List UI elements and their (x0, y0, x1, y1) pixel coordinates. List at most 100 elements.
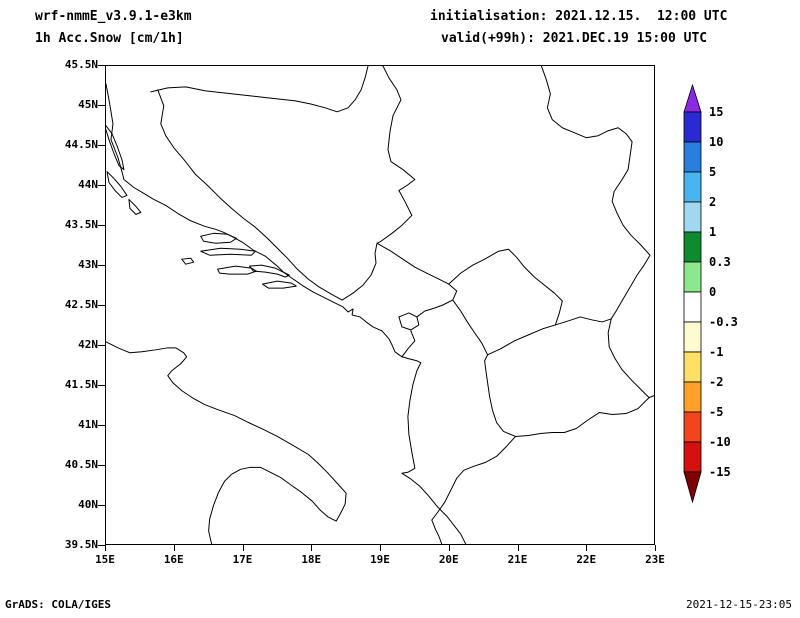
border-kosovo-macedonia (487, 324, 556, 356)
lat-tick (98, 385, 105, 386)
border-macedonia-greece (515, 397, 650, 437)
border-croatia-hungary-sava (150, 66, 369, 113)
lon-label: 23E (645, 553, 665, 566)
border-kosovo-north-east (448, 248, 563, 326)
lon-label: 15E (95, 553, 115, 566)
colorbar-label: 2 (709, 195, 716, 209)
lat-tick (98, 305, 105, 306)
island-dugi-otok (106, 171, 128, 198)
island-mljet (261, 280, 297, 289)
border-croatia-serbia (382, 66, 402, 117)
lon-label: 17E (232, 553, 253, 566)
model-title: wrf-nmmE_v3.9.1-e3km (35, 9, 192, 24)
valid-time-label: valid(+99h): 2021.DEC.19 15:00 UTC (441, 31, 708, 46)
lon-tick (311, 545, 313, 551)
border-bosnia-serbia-drina (376, 115, 416, 244)
coastline-italy (106, 341, 347, 544)
lat-label: 44N (78, 178, 98, 191)
creation-timestamp: 2021-12-15-23:05 (686, 598, 792, 611)
colorbar-label: 10 (709, 135, 723, 149)
colorbar-segment (683, 231, 702, 263)
lon-tick (173, 545, 175, 551)
lon-label: 16E (163, 553, 184, 566)
colorbar-segment (683, 201, 702, 233)
colorbar-segment (683, 171, 702, 203)
lat-label: 42N (78, 338, 98, 351)
colorbar-label: 5 (709, 165, 716, 179)
lat-tick (98, 345, 105, 346)
coastline-east-adriatic (106, 83, 467, 544)
colorbar-segment (683, 111, 702, 143)
lat-tick (98, 145, 105, 146)
colorbar-segment (683, 411, 702, 443)
snow-patch-1 (564, 90, 571, 98)
colorbar-label: -10 (709, 435, 731, 449)
colorbar-legend: 15 10 5 2 1 0.3 0 -0.3 -1 -2 -5 -10 -15 (683, 83, 753, 510)
lon-label: 18E (301, 553, 322, 566)
island-brac (200, 232, 238, 244)
lat-tick (98, 425, 105, 426)
lat-label: 41N (78, 418, 98, 431)
lon-label: 19E (370, 553, 390, 566)
colorbar-label: -0.3 (709, 315, 738, 329)
lon-tick (655, 545, 656, 551)
colorbar-segment (683, 381, 702, 413)
snow-patch-2 (549, 180, 562, 192)
lat-label: 40.5N (64, 458, 98, 471)
border-macedonia-bulgaria (607, 318, 654, 399)
lon-tick (105, 545, 106, 551)
island-vis (181, 257, 195, 265)
lat-tick (98, 465, 105, 466)
lat-tick (98, 185, 105, 186)
lat-tick (98, 505, 105, 506)
island-pag (106, 125, 125, 171)
colorbar-label: 0.3 (709, 255, 731, 269)
island-hvar (200, 247, 256, 256)
peninsula-peljesac (248, 264, 290, 278)
border-serbia-romania-bulgaria (540, 66, 651, 320)
lat-label: 44.5N (64, 138, 98, 151)
border-albania-macedonia (484, 354, 517, 437)
colorbar-segment (683, 441, 702, 473)
map-svg (106, 66, 654, 544)
island-korcula (217, 265, 257, 275)
colorbar-label: -15 (709, 465, 731, 479)
border-bosnia-montenegro (341, 242, 378, 301)
colorbar-svg: 15 10 5 2 1 0.3 0 -0.3 -1 -2 -5 -10 -15 (683, 83, 738, 504)
lat-label: 42.5N (64, 298, 98, 311)
lon-tick (242, 545, 244, 551)
product-title: 1h Acc.Snow [cm/1h] (35, 31, 184, 46)
lat-label: 40N (78, 498, 98, 511)
colorbar-segment (683, 351, 702, 383)
colorbar-arrow-up (683, 83, 702, 113)
lon-label: 20E (438, 553, 459, 566)
colorbar-segment (683, 141, 702, 173)
colorbar-segment (683, 261, 702, 293)
lat-tick (98, 225, 105, 226)
island-kornati (128, 198, 142, 215)
lon-label: 21E (507, 553, 528, 566)
lon-tick (448, 545, 450, 551)
lat-tick (98, 265, 105, 266)
colorbar-label: 15 (709, 105, 723, 119)
grads-credit: GrADS: COLA/IGES (5, 598, 111, 611)
lat-label: 43N (78, 258, 98, 271)
lon-tick (380, 545, 381, 551)
colorbar-arrow-down (683, 471, 702, 504)
lat-tick (98, 545, 105, 546)
border-croatia-bosnia (157, 89, 343, 301)
lat-tick (98, 65, 105, 66)
lat-label: 39.5N (64, 538, 98, 551)
colorbar-label: 1 (709, 225, 716, 239)
map-plot-area (105, 65, 655, 545)
border-albania-greece (431, 435, 517, 544)
colorbar-label: -2 (709, 375, 723, 389)
border-montenegro-serbia (376, 242, 450, 285)
colorbar-segment (683, 291, 702, 323)
lon-tick (517, 545, 519, 551)
lat-label: 45N (78, 98, 98, 111)
colorbar-segment (683, 321, 702, 353)
lon-label: 22E (576, 553, 597, 566)
colorbar-label: -5 (709, 405, 723, 419)
